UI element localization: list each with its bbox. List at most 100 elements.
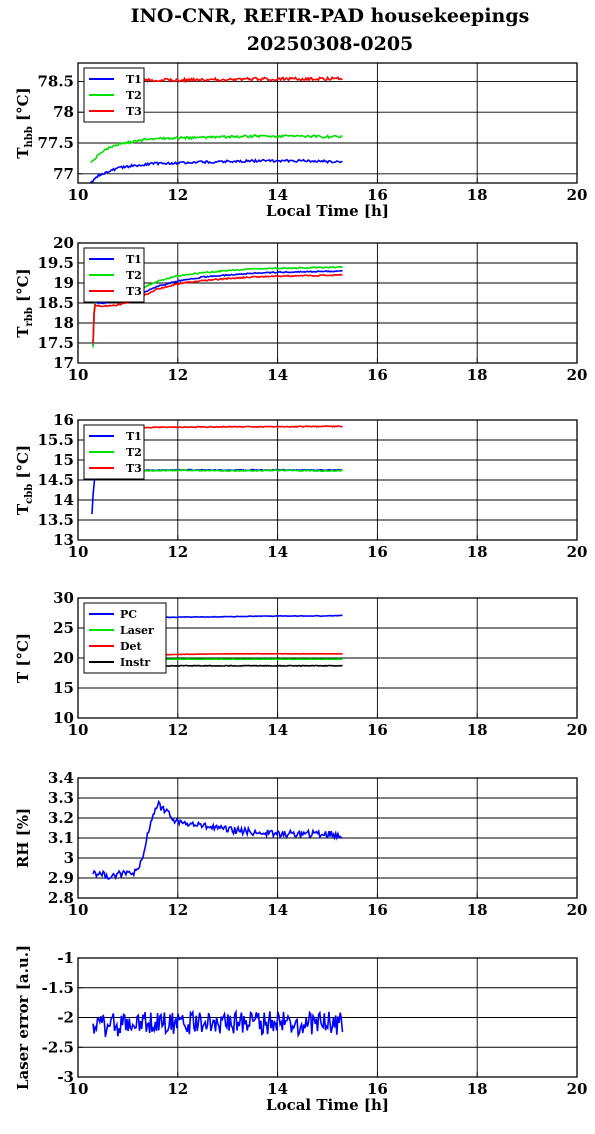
legend-label: Instr: [120, 656, 150, 669]
y-tick-label: 16: [53, 411, 74, 429]
x-tick-label: 18: [467, 721, 488, 739]
y-axis-label: Tcbb [°C]: [14, 445, 35, 515]
chart-panel-6: 10 12 14 16 18 20 -3 -2.5 -2 -1.5 -1 Local Time [h]…: [14, 945, 587, 1114]
chart-panels: 10 12 14 16 18 20 77 77.5 78 78.5 Local Time [h] Th…: [14, 62, 588, 1114]
x-tick-label: 10: [68, 543, 89, 561]
x-tick-label: 20: [567, 721, 588, 739]
chart-panel-5: 10 12 14 16 18 20 2.8 2.9 3 3.1 3.2 3.3 3.4 RH [%]: [14, 769, 587, 919]
legend-label: T3: [126, 285, 142, 298]
x-tick-label: 14: [267, 186, 288, 204]
y-tick-label: -1.5: [42, 979, 74, 997]
y-axis-label: RH [%]: [14, 808, 32, 868]
legend: T1 T2 T3: [83, 424, 145, 480]
x-tick-label: 10: [68, 366, 89, 384]
x-tick-label: 12: [167, 186, 188, 204]
chart-panel-2: 10 12 14 16 18 20 17 17.5 18 18.5 19 19.5 20 Trbb [°C…: [14, 234, 587, 384]
x-tick-label: 12: [167, 366, 188, 384]
x-tick-label: 16: [367, 721, 388, 739]
y-tick-label: 78: [53, 103, 74, 121]
series-line-t1: [89, 158, 343, 184]
legend: T1 T2 T3: [83, 67, 145, 123]
legend-label: T2: [126, 446, 142, 459]
y-axis-label: T [°C]: [14, 633, 32, 683]
x-tick-label: 10: [68, 186, 89, 204]
y-tick-label: 15.5: [37, 431, 74, 449]
series-line-data: [92, 1009, 344, 1039]
x-tick-label: 14: [267, 1080, 288, 1098]
x-tick-label: 16: [367, 366, 388, 384]
y-tick-label: 30: [53, 589, 74, 607]
x-tick-label: 20: [567, 543, 588, 561]
legend-label: Det: [120, 640, 143, 653]
series-line-data: [92, 799, 343, 881]
y-tick-label: 13.5: [37, 511, 74, 529]
x-tick-label: 10: [68, 901, 89, 919]
x-tick-label: 20: [567, 366, 588, 384]
y-tick-label: -2.5: [42, 1038, 74, 1056]
y-tick-label: 77.5: [37, 134, 74, 152]
y-tick-label: 2.9: [48, 869, 74, 887]
legend-label: T2: [126, 269, 142, 282]
y-tick-label: 20: [53, 649, 74, 667]
legend-label: T3: [126, 462, 142, 475]
legend-label: PC: [120, 608, 137, 621]
y-axis-label: Trbb [°C]: [14, 268, 35, 337]
x-tick-label: 20: [567, 1080, 588, 1098]
chart-panel-3: 10 12 14 16 18 20 13 13.5 14 14.5 15 15.5 16 Tcbb [°C…: [14, 411, 587, 561]
y-tick-label: 13: [53, 531, 74, 549]
x-tick-label: 14: [267, 721, 288, 739]
y-tick-label: 18: [53, 314, 74, 332]
legend-label: T2: [126, 89, 142, 102]
x-tick-label: 16: [367, 1080, 388, 1098]
legend-label: Laser: [120, 624, 154, 637]
y-tick-label: 25: [53, 619, 74, 637]
x-tick-label: 14: [267, 366, 288, 384]
x-tick-label: 14: [267, 543, 288, 561]
y-tick-label: -1: [57, 949, 74, 967]
x-tick-label: 16: [367, 901, 388, 919]
x-tick-label: 18: [467, 366, 488, 384]
x-tick-label: 12: [167, 1080, 188, 1098]
x-tick-label: 12: [167, 721, 188, 739]
y-tick-label: 3.3: [48, 789, 74, 807]
x-tick-label: 12: [167, 901, 188, 919]
legend: T1 T2 T3: [83, 247, 145, 303]
x-tick-label: 18: [467, 186, 488, 204]
x-tick-label: 20: [567, 186, 588, 204]
y-tick-label: 17: [53, 354, 74, 372]
y-tick-label: 14.5: [37, 471, 74, 489]
legend-label: T1: [126, 430, 142, 443]
y-axis-label: Laser error [a.u.]: [14, 945, 32, 1090]
x-axis-label: Local Time [h]: [266, 1096, 389, 1114]
y-tick-label: 14: [53, 491, 74, 509]
x-tick-label: 18: [467, 901, 488, 919]
y-tick-label: 2.8: [48, 889, 74, 907]
x-tick-label: 10: [68, 721, 89, 739]
y-tick-label: 18.5: [37, 294, 74, 312]
y-tick-label: 15: [53, 679, 74, 697]
y-tick-label: 15: [53, 451, 74, 469]
figure-title-line2: 20250308-0205: [247, 33, 414, 55]
x-tick-label: 12: [167, 543, 188, 561]
series-line-t2: [90, 134, 343, 163]
x-tick-label: 18: [467, 543, 488, 561]
y-axis-label: Thbb [°C]: [14, 87, 35, 158]
y-tick-label: 19: [53, 274, 74, 292]
y-tick-label: 3: [64, 849, 74, 867]
x-tick-label: 10: [68, 1080, 89, 1098]
chart-panel-4: 10 12 14 16 18 20 10 15 20 25 30 T [°C] PC Laser Det In…: [14, 589, 587, 739]
x-tick-label: 18: [467, 1080, 488, 1098]
y-tick-label: 10: [53, 709, 74, 727]
y-tick-label: 3.2: [48, 809, 74, 827]
legend-label: T1: [126, 73, 142, 86]
x-tick-label: 16: [367, 543, 388, 561]
y-tick-label: 17.5: [37, 334, 74, 352]
y-tick-label: 78.5: [37, 72, 74, 90]
y-tick-label: 3.1: [48, 829, 74, 847]
figure-title-line1: INO-CNR, REFIR-PAD housekeepings: [131, 5, 530, 27]
legend-label: T1: [126, 253, 142, 266]
y-tick-label: 19.5: [37, 254, 74, 272]
plot-frame: [77, 62, 578, 184]
y-tick-label: 3.4: [48, 769, 74, 787]
y-tick-label: -3: [57, 1068, 74, 1086]
